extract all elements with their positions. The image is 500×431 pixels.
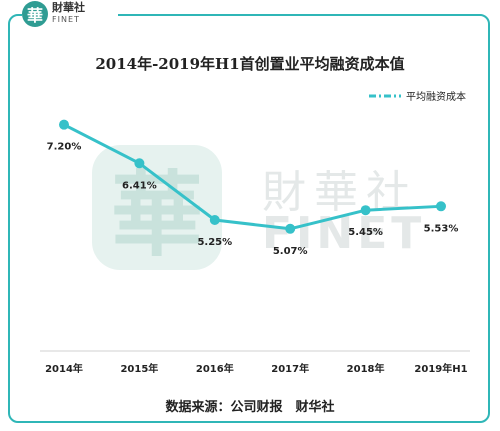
legend-label: 平均融资成本 [406,92,466,103]
chart-legend: 平均融资成本 [368,88,466,103]
brand-logo: 華 財華社 FINET [22,0,118,28]
data-label: 5.53% [424,223,459,234]
data-point [59,119,69,130]
chart-frame [8,14,490,423]
data-point [360,205,371,216]
x-tick-label: 2014年 [45,362,83,375]
data-point [209,215,220,225]
data-point [134,158,145,169]
logo-name-cn: 財華社 [52,1,85,14]
series-line [63,123,442,231]
data-label: 5.45% [348,227,383,238]
legend-line-icon [369,94,401,97]
x-tick-label: 2017年 [271,362,309,375]
logo-text: 財華社 FINET [52,2,85,26]
data-label: 7.20% [47,142,82,153]
x-tick-label: 2018年 [347,362,385,375]
data-point [285,223,296,234]
x-tick-label: 2016年 [196,362,234,375]
x-tick-label: 2019年H1 [414,362,467,375]
chart-title: 2014年-2019年H1首创置业平均融资成本值 [95,55,405,73]
logo-mark-icon: 華 [22,1,48,27]
data-label: 5.07% [273,246,308,257]
logo-name-en: FINET [52,15,80,24]
data-source: 数据来源：公司财报 财华社 [165,400,335,415]
x-tick-label: 2015年 [120,362,158,375]
data-label: 5.25% [197,237,232,248]
data-label: 6.41% [122,180,157,191]
data-point [436,201,446,212]
